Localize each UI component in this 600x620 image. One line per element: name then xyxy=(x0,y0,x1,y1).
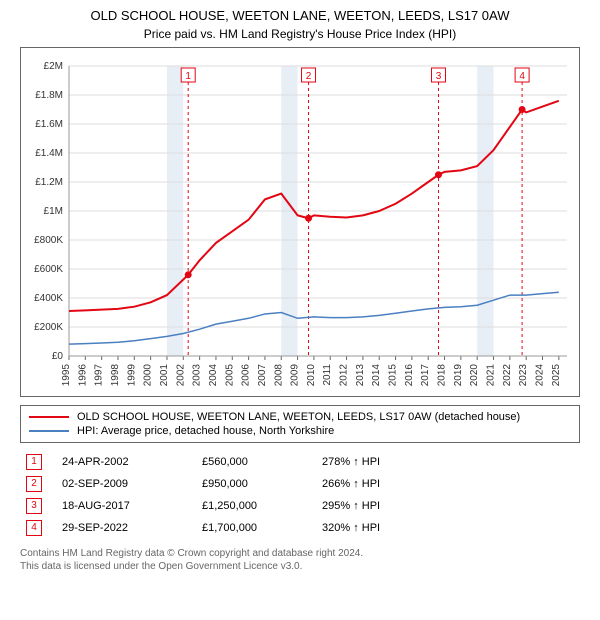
x-tick-label: 1998 xyxy=(110,363,121,386)
legend-swatch xyxy=(29,430,69,432)
x-tick-label: 2025 xyxy=(551,363,562,386)
y-tick-label: £1M xyxy=(44,206,63,217)
x-tick-label: 1997 xyxy=(94,363,105,386)
y-tick-label: £600K xyxy=(34,264,63,275)
legend-swatch xyxy=(29,416,69,418)
x-tick-label: 2019 xyxy=(453,363,464,386)
y-tick-label: £2M xyxy=(44,61,63,72)
sale-pct: 266% ↑ HPI xyxy=(322,478,574,490)
sale-price: £950,000 xyxy=(202,478,322,490)
x-tick-label: 2005 xyxy=(224,363,235,386)
sale-marker-number: 1 xyxy=(185,71,191,82)
sale-point-dot xyxy=(305,215,312,222)
x-tick-label: 1995 xyxy=(61,363,72,386)
y-tick-label: £1.4M xyxy=(35,148,63,159)
footer-attribution: Contains HM Land Registry data © Crown c… xyxy=(20,547,580,573)
sale-row-marker: 3 xyxy=(26,498,42,514)
y-tick-label: £0 xyxy=(52,351,64,362)
sale-point-dot xyxy=(519,106,526,113)
sale-pct: 278% ↑ HPI xyxy=(322,456,574,468)
x-tick-label: 2009 xyxy=(290,363,301,386)
footer-line2: This data is licensed under the Open Gov… xyxy=(20,560,580,573)
sales-row: 4 29-SEP-2022£1,700,000320% ↑ HPI xyxy=(20,517,580,539)
x-tick-label: 2001 xyxy=(159,363,170,386)
chart-svg: £0 £200K £400K £600K £800K £1M £1.2M £1.4M £1.6M… xyxy=(21,48,579,396)
sale-date: 29-SEP-2022 xyxy=(62,522,202,534)
x-tick-label: 2003 xyxy=(192,363,203,386)
x-tick-label: 2023 xyxy=(518,363,529,386)
x-tick-label: 2016 xyxy=(404,363,415,386)
x-tick-label: 2024 xyxy=(535,363,546,386)
sale-date: 02-SEP-2009 xyxy=(62,478,202,490)
x-tick-label: 2020 xyxy=(469,363,480,386)
y-tick-label: £400K xyxy=(34,293,63,304)
sale-date: 24-APR-2002 xyxy=(62,456,202,468)
sale-point-dot xyxy=(185,271,192,278)
legend-box: OLD SCHOOL HOUSE, WEETON LANE, WEETON, L… xyxy=(20,405,580,443)
chart-plot-area: £0 £200K £400K £600K £800K £1M £1.2M £1.4M £1.6M… xyxy=(20,47,580,397)
y-tick-label: £1.8M xyxy=(35,90,63,101)
x-tick-label: 2018 xyxy=(437,363,448,386)
y-tick-label: £1.6M xyxy=(35,119,63,130)
x-tick-label: 1996 xyxy=(77,363,88,386)
sale-marker-number: 3 xyxy=(436,71,442,82)
legend-item: OLD SCHOOL HOUSE, WEETON LANE, WEETON, L… xyxy=(29,410,571,424)
sale-row-marker: 1 xyxy=(26,454,42,470)
sale-price: £1,250,000 xyxy=(202,500,322,512)
sale-row-marker: 2 xyxy=(26,476,42,492)
sale-date: 18-AUG-2017 xyxy=(62,500,202,512)
legend-label: OLD SCHOOL HOUSE, WEETON LANE, WEETON, L… xyxy=(77,411,520,423)
x-tick-label: 2022 xyxy=(502,363,513,386)
sales-row: 1 24-APR-2002£560,000278% ↑ HPI xyxy=(20,451,580,473)
x-tick-label: 2004 xyxy=(208,363,219,386)
x-tick-label: 2000 xyxy=(143,363,154,386)
sale-pct: 320% ↑ HPI xyxy=(322,522,574,534)
chart-subtitle: Price paid vs. HM Land Registry's House … xyxy=(10,27,590,41)
x-tick-label: 2007 xyxy=(257,363,268,386)
x-tick-label: 2014 xyxy=(371,363,382,386)
footer-line1: Contains HM Land Registry data © Crown c… xyxy=(20,547,580,560)
x-tick-label: 2013 xyxy=(355,363,366,386)
chart-container: OLD SCHOOL HOUSE, WEETON LANE, WEETON, L… xyxy=(0,0,600,581)
x-tick-label: 2011 xyxy=(322,363,333,385)
y-tick-label: £800K xyxy=(34,235,63,246)
sales-row: 2 02-SEP-2009£950,000266% ↑ HPI xyxy=(20,473,580,495)
x-tick-label: 1999 xyxy=(126,363,137,386)
sale-row-marker: 4 xyxy=(26,520,42,536)
sale-price: £1,700,000 xyxy=(202,522,322,534)
x-tick-label: 2015 xyxy=(388,363,399,386)
sale-marker-number: 2 xyxy=(306,71,312,82)
sale-marker-number: 4 xyxy=(519,71,525,82)
sale-point-dot xyxy=(435,171,442,178)
y-tick-label: £200K xyxy=(34,322,63,333)
sale-price: £560,000 xyxy=(202,456,322,468)
legend-item: HPI: Average price, detached house, Nort… xyxy=(29,424,571,438)
x-tick-label: 2010 xyxy=(306,363,317,386)
x-tick-label: 2012 xyxy=(339,363,350,386)
sales-table: 1 24-APR-2002£560,000278% ↑ HPI 2 02-SEP-20… xyxy=(20,451,580,539)
sale-pct: 295% ↑ HPI xyxy=(322,500,574,512)
x-tick-label: 2002 xyxy=(175,363,186,386)
chart-title: OLD SCHOOL HOUSE, WEETON LANE, WEETON, L… xyxy=(10,8,590,25)
x-tick-label: 2006 xyxy=(241,363,252,386)
x-tick-label: 2008 xyxy=(273,363,284,386)
x-tick-label: 2021 xyxy=(486,363,497,386)
y-tick-label: £1.2M xyxy=(35,177,63,188)
sales-row: 3 18-AUG-2017£1,250,000295% ↑ HPI xyxy=(20,495,580,517)
x-tick-label: 2017 xyxy=(420,363,431,386)
legend-label: HPI: Average price, detached house, Nort… xyxy=(77,425,334,437)
